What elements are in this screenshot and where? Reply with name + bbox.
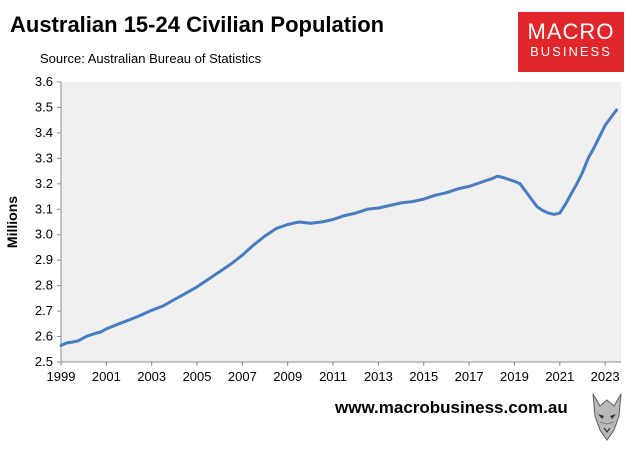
y-tick-label: 3.2 — [35, 176, 53, 191]
x-tick-label: 2019 — [500, 369, 529, 384]
y-tick-label: 3.5 — [35, 99, 53, 114]
x-tick-label: 2013 — [364, 369, 393, 384]
x-tick-label: 2009 — [273, 369, 302, 384]
y-tick-label: 2.8 — [35, 278, 53, 293]
y-tick-label: 3.0 — [35, 227, 53, 242]
x-tick-label: 2015 — [409, 369, 438, 384]
chart-title: Australian 15-24 Civilian Population — [10, 12, 385, 37]
y-tick-label: 3.4 — [35, 125, 53, 140]
x-tick-label: 2005 — [183, 369, 212, 384]
y-tick-label: 3.3 — [35, 150, 53, 165]
x-tick-label: 2003 — [137, 369, 166, 384]
series-line — [59, 108, 618, 347]
logo-text-bottom: BUSINESS — [530, 44, 612, 59]
wolf-icon — [588, 386, 626, 446]
y-tick-label: 3.1 — [35, 201, 53, 216]
source-note: Source: Australian Bureau of Statistics — [40, 51, 262, 66]
macrobusiness-logo: MACRO BUSINESS — [518, 12, 624, 72]
y-tick-label: 3.6 — [35, 74, 53, 89]
y-tick-label: 2.6 — [35, 329, 53, 344]
x-tick-label: 1999 — [47, 369, 76, 384]
y-tick-label: 2.7 — [35, 303, 53, 318]
x-tick-label: 2007 — [228, 369, 257, 384]
y-tick-label: 2.9 — [35, 252, 53, 267]
website-url[interactable]: www.macrobusiness.com.au — [335, 398, 568, 417]
plot-area — [61, 82, 621, 362]
x-tick-label: 2023 — [591, 369, 620, 384]
logo-text-top: MACRO — [527, 19, 615, 44]
x-tick-label: 2017 — [455, 369, 484, 384]
x-tick-label: 2021 — [545, 369, 574, 384]
y-tick-label: 2.5 — [35, 354, 53, 369]
x-tick-label: 2001 — [92, 369, 121, 384]
y-axis-label: Millions — [4, 196, 20, 248]
x-tick-label: 2011 — [319, 369, 347, 384]
line-chart: 2.5 2.6 2.7 2.8 2.9 3.0 3.1 3.2 3.3 3.4 3.5 3.6 1999… — [4, 74, 621, 384]
